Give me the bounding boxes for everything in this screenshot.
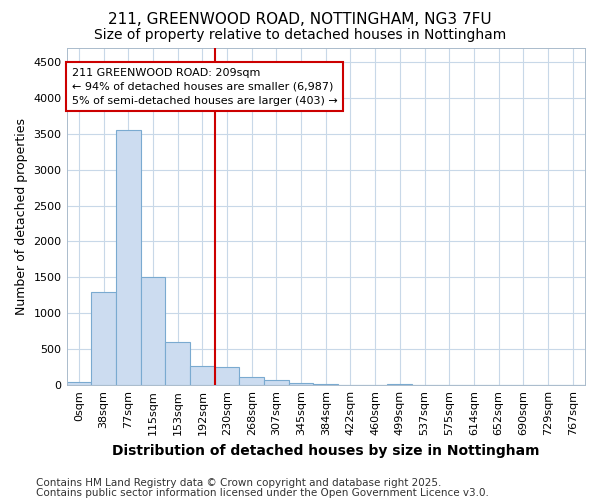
Bar bbox=[140, 278, 165, 385]
Bar bbox=[313, 384, 338, 385]
Text: 211, GREENWOOD ROAD, NOTTINGHAM, NG3 7FU: 211, GREENWOOD ROAD, NOTTINGHAM, NG3 7FU bbox=[108, 12, 492, 28]
Text: Contains public sector information licensed under the Open Government Licence v3: Contains public sector information licen… bbox=[36, 488, 489, 498]
Bar bbox=[239, 376, 264, 385]
Bar bbox=[67, 382, 91, 385]
Bar bbox=[91, 292, 116, 385]
Bar bbox=[264, 380, 289, 385]
Text: Size of property relative to detached houses in Nottingham: Size of property relative to detached ho… bbox=[94, 28, 506, 42]
Y-axis label: Number of detached properties: Number of detached properties bbox=[15, 118, 28, 315]
Bar bbox=[165, 342, 190, 385]
Bar bbox=[388, 384, 412, 385]
X-axis label: Distribution of detached houses by size in Nottingham: Distribution of detached houses by size … bbox=[112, 444, 539, 458]
Text: Contains HM Land Registry data © Crown copyright and database right 2025.: Contains HM Land Registry data © Crown c… bbox=[36, 478, 442, 488]
Bar bbox=[190, 366, 215, 385]
Bar bbox=[289, 382, 313, 385]
Bar bbox=[116, 130, 140, 385]
Bar bbox=[215, 367, 239, 385]
Text: 211 GREENWOOD ROAD: 209sqm
← 94% of detached houses are smaller (6,987)
5% of se: 211 GREENWOOD ROAD: 209sqm ← 94% of deta… bbox=[72, 68, 337, 106]
